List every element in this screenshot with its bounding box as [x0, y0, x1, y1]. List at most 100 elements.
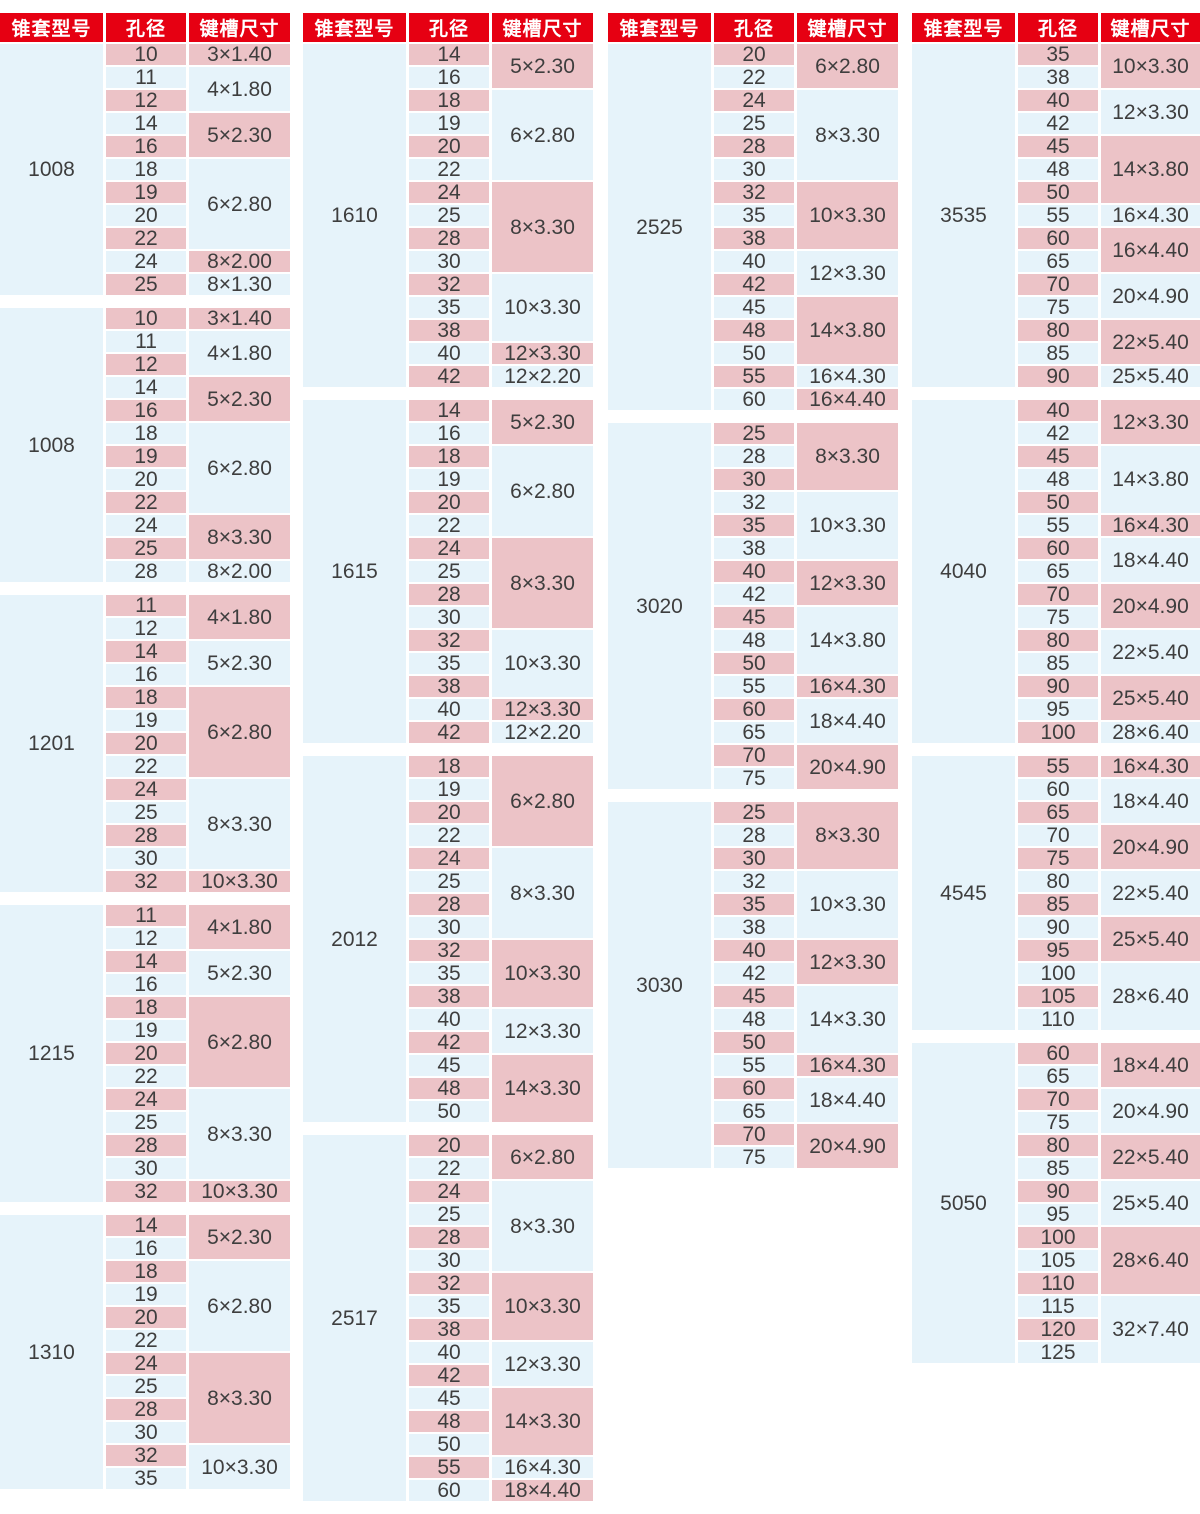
spec-table-4545: 4545 16×4.30 55 18×4.40 60 65 20×4.90 70 75 22×5.…	[912, 756, 1200, 1030]
bore-cell: 40	[714, 251, 794, 272]
keyway-cell: 14×3.80	[797, 607, 898, 674]
keyway-cell: 20×4.90	[797, 1124, 898, 1168]
bore-cell: 20	[106, 469, 186, 490]
bore-cell: 10	[106, 308, 186, 329]
keyway-cell: 5×2.30	[189, 641, 290, 685]
bore-cell: 65	[1018, 802, 1098, 823]
bore-cell: 55	[714, 1055, 794, 1076]
tables-container: 2525 6×2.80 20 22 8×3.30 24 25 28 30 10×3.30 32 35 3…	[608, 44, 898, 1168]
bore-cell: 70	[1018, 584, 1098, 605]
keyway-cell: 18×4.40	[1101, 779, 1200, 823]
bore-cell: 42	[714, 584, 794, 605]
keyway-cell: 10×3.30	[492, 940, 593, 1007]
bore-cell: 70	[1018, 274, 1098, 295]
bore-cell: 28	[714, 825, 794, 846]
bore-cell: 38	[1018, 67, 1098, 88]
bore-cell: 60	[1018, 538, 1098, 559]
bore-cell: 11	[106, 905, 186, 926]
bore-cell: 10	[106, 44, 186, 65]
bore-cell: 70	[714, 745, 794, 766]
bore-cell: 100	[1018, 722, 1098, 743]
bore-cell: 25	[409, 1204, 489, 1225]
bore-cell: 25	[714, 113, 794, 134]
bore-cell: 75	[714, 1147, 794, 1168]
keyway-cell: 28×6.40	[1101, 963, 1200, 1030]
bore-cell: 20	[106, 1307, 186, 1328]
bore-cell: 45	[714, 297, 794, 318]
model-cell: 4545	[912, 756, 1015, 1030]
keyway-cell: 12×3.30	[492, 343, 593, 364]
bore-cell: 19	[409, 469, 489, 490]
model-cell: 3535	[912, 44, 1015, 387]
keyway-cell: 4×1.80	[189, 331, 290, 375]
bore-cell: 18	[106, 159, 186, 180]
keyway-cell: 16×4.30	[797, 1055, 898, 1076]
keyway-cell: 16×4.30	[1101, 205, 1200, 226]
bore-cell: 45	[714, 986, 794, 1007]
bore-cell: 18	[409, 756, 489, 777]
bore-cell: 12	[106, 618, 186, 639]
bore-cell: 25	[714, 423, 794, 444]
bore-cell: 19	[106, 446, 186, 467]
bore-cell: 14	[409, 44, 489, 65]
bore-cell: 125	[1018, 1342, 1098, 1363]
bore-cell: 18	[409, 90, 489, 111]
bore-cell: 14	[106, 377, 186, 398]
bore-cell: 60	[714, 389, 794, 410]
keyway-cell: 32×7.40	[1101, 1296, 1200, 1363]
bore-cell: 45	[714, 607, 794, 628]
model-cell: 1610	[303, 44, 406, 387]
bore-cell: 40	[714, 940, 794, 961]
spec-table-1008: 1008 3×1.40 10 4×1.80 11 12 5×2.30 14 16 6×2.80 18…	[0, 44, 290, 295]
keyway-cell: 8×3.30	[492, 182, 593, 272]
header-keyway: 键槽尺寸	[189, 13, 290, 42]
bore-cell: 105	[1018, 1250, 1098, 1271]
bore-cell: 40	[1018, 90, 1098, 111]
bore-cell: 42	[409, 722, 489, 743]
bore-cell: 14	[409, 400, 489, 421]
bore-cell: 75	[1018, 297, 1098, 318]
bore-cell: 65	[714, 722, 794, 743]
bore-cell: 32	[106, 1181, 186, 1202]
bore-cell: 48	[714, 1009, 794, 1030]
bore-cell: 60	[714, 699, 794, 720]
spec-table-1310: 1310 5×2.30 14 16 6×2.80 18 19 20 22 8×3.30 24 25 28…	[0, 1215, 290, 1489]
keyway-cell: 14×3.30	[797, 986, 898, 1053]
bore-cell: 28	[714, 136, 794, 157]
bore-cell: 85	[1018, 343, 1098, 364]
bore-cell: 85	[1018, 1158, 1098, 1179]
bore-cell: 55	[1018, 515, 1098, 536]
bore-cell: 32	[106, 1445, 186, 1466]
bore-cell: 28	[106, 561, 186, 582]
bore-cell: 48	[1018, 469, 1098, 490]
bore-cell: 25	[409, 205, 489, 226]
bore-cell: 110	[1018, 1009, 1098, 1030]
bore-cell: 90	[1018, 366, 1098, 387]
bore-cell: 35	[409, 653, 489, 674]
bore-cell: 40	[409, 1342, 489, 1363]
keyway-cell: 12×3.30	[797, 251, 898, 295]
bore-cell: 16	[106, 1238, 186, 1259]
bore-cell: 50	[409, 1434, 489, 1455]
bore-cell: 55	[409, 1457, 489, 1478]
bore-cell: 22	[106, 1330, 186, 1351]
model-cell: 5050	[912, 1043, 1015, 1363]
header-bore: 孔径	[714, 13, 794, 42]
header-keyway: 键槽尺寸	[492, 13, 593, 42]
bore-cell: 38	[714, 917, 794, 938]
bore-cell: 20	[106, 205, 186, 226]
bore-cell: 30	[409, 607, 489, 628]
bore-cell: 19	[106, 710, 186, 731]
bore-cell: 40	[714, 561, 794, 582]
bore-cell: 40	[409, 1009, 489, 1030]
spec-table-2517: 2517 6×2.80 20 22 8×3.30 24 25 28 30 10×3.30 32 35 3…	[303, 1135, 593, 1501]
bore-cell: 16	[106, 400, 186, 421]
tables-container: 1008 3×1.40 10 4×1.80 11 12 5×2.30 14 16 6×2.80 18…	[0, 44, 290, 1489]
table-header: 锥套型号 孔径 键槽尺寸	[912, 13, 1200, 42]
bore-cell: 55	[714, 366, 794, 387]
keyway-cell: 3×1.40	[189, 44, 290, 65]
bore-cell: 35	[409, 963, 489, 984]
bore-cell: 38	[409, 986, 489, 1007]
bore-cell: 50	[1018, 492, 1098, 513]
